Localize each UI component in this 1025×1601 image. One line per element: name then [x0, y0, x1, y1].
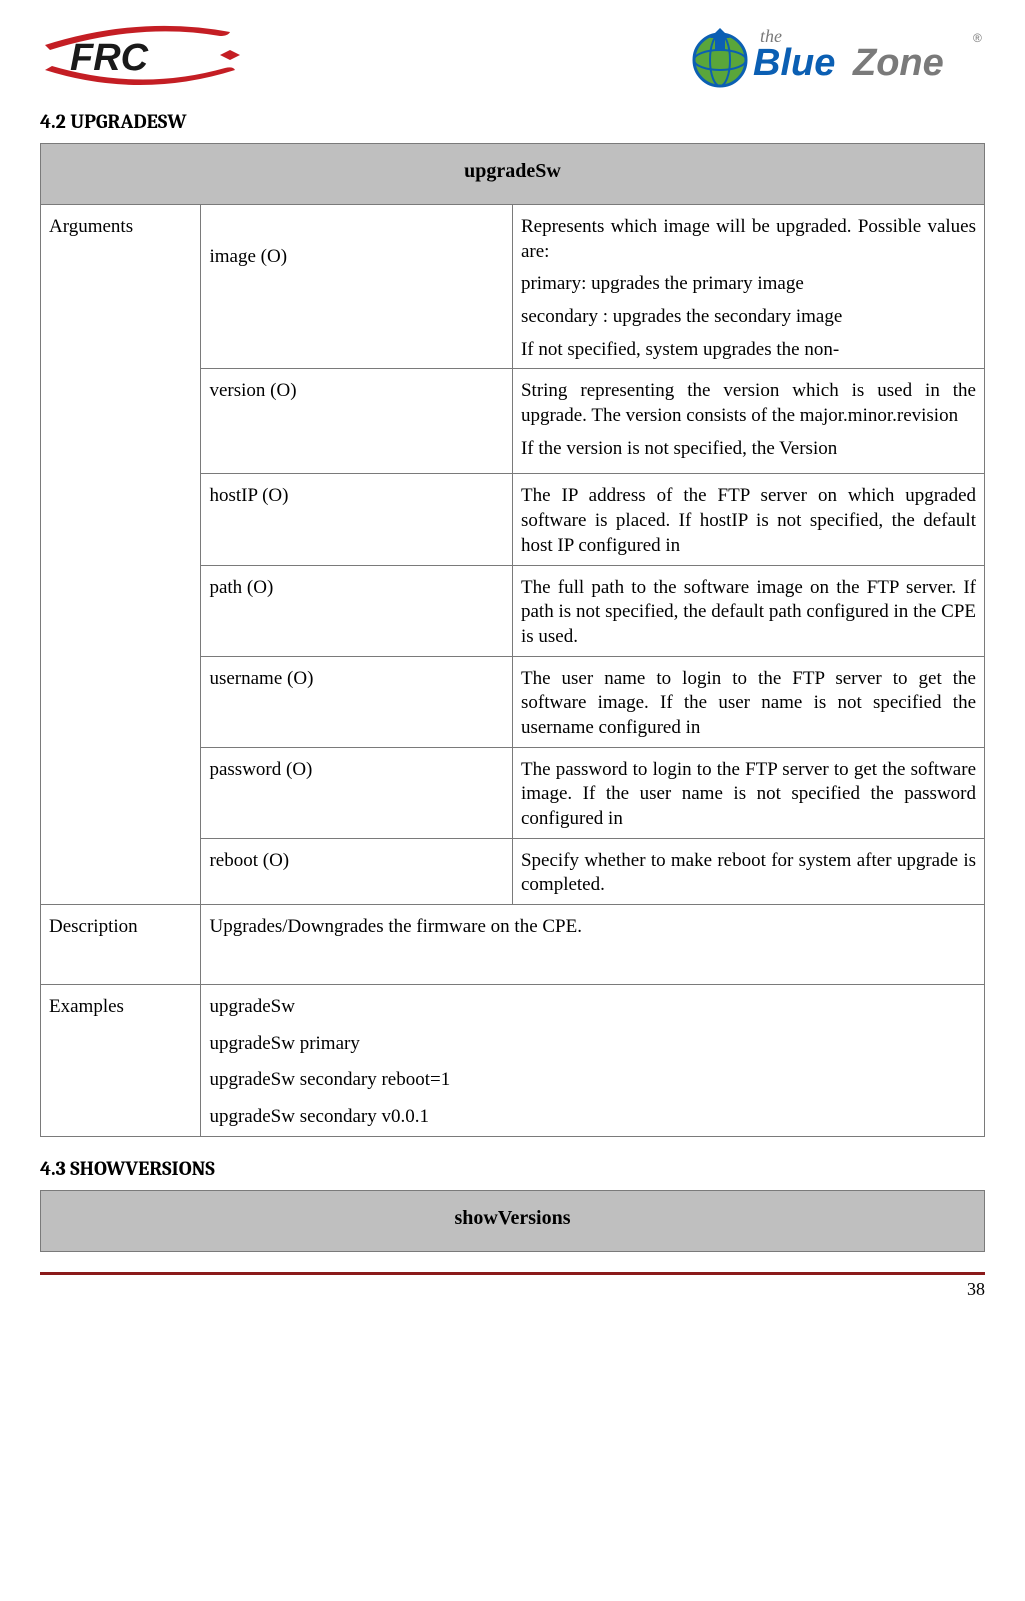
- arg-desc-username: The user name to login to the FTP server…: [512, 656, 984, 747]
- example-line: upgradeSw: [209, 995, 976, 1020]
- arg-desc-reboot: Specify whether to make reboot for syste…: [512, 838, 984, 904]
- page-number: 38: [40, 1275, 985, 1300]
- table-title-upgradesw: upgradeSw: [41, 144, 985, 205]
- description-row: Description Upgrades/Downgrades the firm…: [41, 905, 985, 985]
- example-line: upgradeSw secondary v0.0.1: [209, 1105, 976, 1130]
- arguments-label-cell: Arguments: [41, 205, 201, 905]
- arg-name-path: path (O): [201, 565, 513, 656]
- arg-name-password: password (O): [201, 747, 513, 838]
- document-page: FRC the Blue Zone ® 4.2 UPGRADESW: [0, 0, 1025, 1320]
- description-text-cell: Upgrades/Downgrades the firmware on the …: [201, 905, 985, 985]
- example-line: upgradeSw primary: [209, 1032, 976, 1057]
- arg-desc-path: The full path to the software image on t…: [512, 565, 984, 656]
- examples-row: Examples upgradeSw upgradeSw primary upg…: [41, 985, 985, 1137]
- svg-text:®: ®: [973, 31, 982, 45]
- arg-name-hostip: hostIP (O): [201, 474, 513, 565]
- upgradesw-table: upgradeSw Arguments image (O) Represents…: [40, 143, 985, 1137]
- showversions-table: showVersions: [40, 1190, 985, 1252]
- arg-name-image: image (O): [201, 205, 513, 369]
- table-title-showversions: showVersions: [41, 1190, 985, 1251]
- arg-desc-image: Represents which image will be upgraded.…: [512, 205, 984, 369]
- frc-logo-text: FRC: [70, 37, 149, 79]
- arg-name-reboot: reboot (O): [201, 838, 513, 904]
- arg-desc-version: String representing the version which is…: [512, 369, 984, 474]
- svg-text:Zone: Zone: [852, 42, 944, 84]
- section-heading-showversions: 4.3 SHOWVERSIONS: [40, 1157, 985, 1180]
- svg-text:Blue: Blue: [753, 42, 835, 84]
- arg-desc-password: The password to login to the FTP server …: [512, 747, 984, 838]
- description-label-cell: Description: [41, 905, 201, 985]
- bluezone-logo: the Blue Zone ®: [685, 20, 985, 90]
- section-heading-upgradesw: 4.2 UPGRADESW: [40, 110, 985, 133]
- header-logos-row: FRC the Blue Zone ®: [40, 20, 985, 90]
- arg-name-username: username (O): [201, 656, 513, 747]
- arg-desc-hostip: The IP address of the FTP server on whic…: [512, 474, 984, 565]
- example-line: upgradeSw secondary reboot=1: [209, 1068, 976, 1093]
- examples-label-cell: Examples: [41, 985, 201, 1137]
- examples-cell: upgradeSw upgradeSw primary upgradeSw se…: [201, 985, 985, 1137]
- arg-name-version: version (O): [201, 369, 513, 474]
- arg-row-image: Arguments image (O) Represents which ima…: [41, 205, 985, 369]
- frc-logo: FRC: [40, 20, 240, 90]
